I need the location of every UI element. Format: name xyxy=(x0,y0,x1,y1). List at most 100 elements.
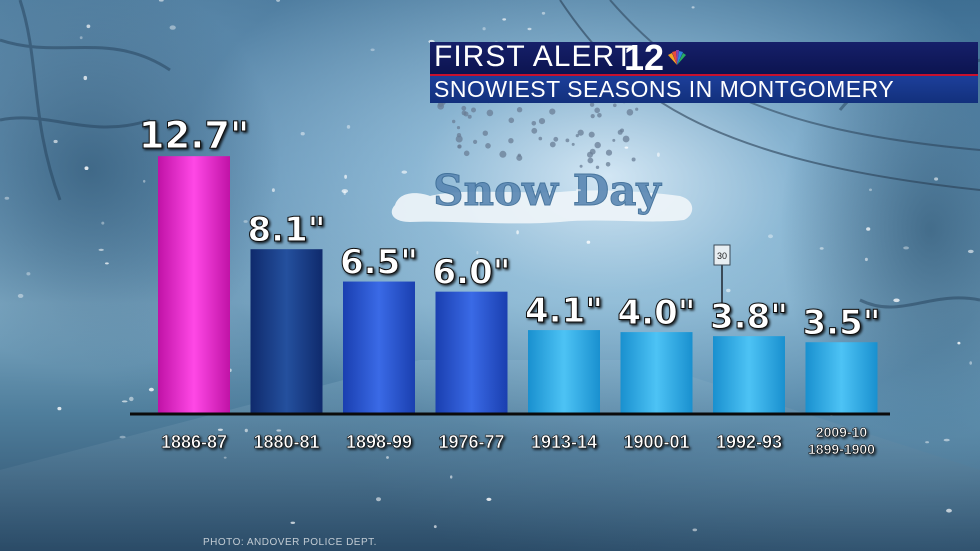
snowflake xyxy=(768,234,773,239)
snow-day-flake xyxy=(571,142,575,146)
data-label: 12.7" xyxy=(139,114,250,157)
snow-day-flake xyxy=(577,129,584,136)
category-label: 1886-87 xyxy=(161,432,227,452)
snowflake xyxy=(26,272,31,276)
snowflake xyxy=(374,433,378,438)
snowflake xyxy=(344,174,347,179)
snow-day-flake xyxy=(485,143,491,149)
title-bar: SNOWIEST SEASONS IN MONTGOMERY xyxy=(430,74,978,103)
snowflake xyxy=(376,497,381,502)
snow-day-flake xyxy=(531,121,537,126)
category-label: 1913-14 xyxy=(531,432,597,452)
snowflake xyxy=(864,257,868,262)
snow-day-flake xyxy=(482,130,488,136)
snow-day-flake xyxy=(613,103,617,108)
snow-day-flake xyxy=(617,129,623,135)
category-label: 1899-1900 xyxy=(808,441,875,457)
snowflake xyxy=(875,312,878,315)
photo-credit: PHOTO: ANDOVER POLICE DEPT. xyxy=(203,537,377,548)
snowflake xyxy=(276,429,282,432)
data-label: 4.0" xyxy=(618,293,696,333)
snowflake xyxy=(217,428,223,431)
snowflake xyxy=(341,189,348,194)
snowflake xyxy=(657,152,660,157)
snowflake xyxy=(243,220,248,223)
snow-day-flake xyxy=(589,148,596,155)
snowflake xyxy=(386,456,389,459)
data-label: 3.8" xyxy=(710,297,788,337)
snowflake xyxy=(17,293,24,298)
snowflake xyxy=(86,24,91,29)
snow-day-flake xyxy=(516,107,523,113)
snowflake xyxy=(476,251,479,255)
snowflake xyxy=(486,497,492,501)
snowflake xyxy=(541,11,546,15)
snowflake xyxy=(869,188,872,192)
snow-day-flake xyxy=(549,141,556,148)
snowflake xyxy=(957,341,961,345)
snowflake xyxy=(169,25,176,30)
snowflake xyxy=(934,177,939,181)
snowflake xyxy=(969,361,972,365)
snowflake xyxy=(158,0,164,2)
snowflake xyxy=(967,249,974,254)
power-line xyxy=(559,0,980,191)
snow-day-flake xyxy=(631,157,636,162)
category-label: 1880-81 xyxy=(253,432,319,452)
snow-day-flake xyxy=(437,102,445,110)
snowflake xyxy=(450,475,453,479)
snowflake xyxy=(119,435,126,439)
snowflake xyxy=(83,75,88,81)
bar-1976-77 xyxy=(435,291,508,413)
data-label: 4.1" xyxy=(525,291,603,331)
snowflake xyxy=(244,428,248,433)
snowflake xyxy=(148,387,154,392)
snow-day-flake xyxy=(575,134,579,138)
snow-day-flake xyxy=(590,114,595,119)
snow-day-flake xyxy=(587,157,594,164)
header: FIRST ALERT 12 SNOWIEST SEASONS IN MONTG… xyxy=(430,37,978,103)
snowflake xyxy=(433,525,437,529)
snow-day-flake xyxy=(553,136,559,142)
bar-2009-10 xyxy=(805,342,878,413)
snowflake xyxy=(121,400,128,403)
snowflake xyxy=(53,139,58,144)
snow-day-flake xyxy=(622,135,630,143)
category-label: 1976-77 xyxy=(438,432,504,452)
snowflake xyxy=(101,221,105,225)
snow-day-flake xyxy=(589,102,595,107)
snowflake xyxy=(624,146,629,149)
snow-day-flake xyxy=(467,114,472,119)
chart-title: SNOWIEST SEASONS IN MONTGOMERY xyxy=(434,76,895,102)
snowflake xyxy=(223,456,227,459)
snowflake xyxy=(4,196,10,200)
brand-number: 12 xyxy=(624,37,665,78)
bar-1900-01 xyxy=(620,332,693,413)
snowflake xyxy=(586,240,591,244)
snowflake xyxy=(276,0,281,2)
snow-day-flake xyxy=(461,110,467,116)
snow-day-flake xyxy=(579,164,583,168)
snow-day-flake xyxy=(473,139,478,144)
snowflake xyxy=(903,246,909,250)
snowflake xyxy=(527,27,532,31)
snow-day-flake xyxy=(486,109,494,117)
snow-day-flake xyxy=(565,138,570,143)
snow-day-flake xyxy=(508,117,515,124)
snow-day-flake xyxy=(605,149,613,156)
snow-day-flake xyxy=(605,162,611,167)
snowflake xyxy=(370,48,375,52)
snowflake xyxy=(57,406,62,411)
snowflake xyxy=(79,36,83,40)
snow-day-flake xyxy=(549,108,556,115)
snow-day-flake xyxy=(461,105,467,111)
snowflake xyxy=(726,288,731,293)
snowflake xyxy=(105,262,109,265)
snowflake xyxy=(84,166,89,170)
bar-1913-14 xyxy=(528,330,600,413)
speed-sign-text: 30 xyxy=(717,251,727,261)
snow-day-flake xyxy=(457,144,462,149)
snow-day-flake xyxy=(471,107,476,113)
